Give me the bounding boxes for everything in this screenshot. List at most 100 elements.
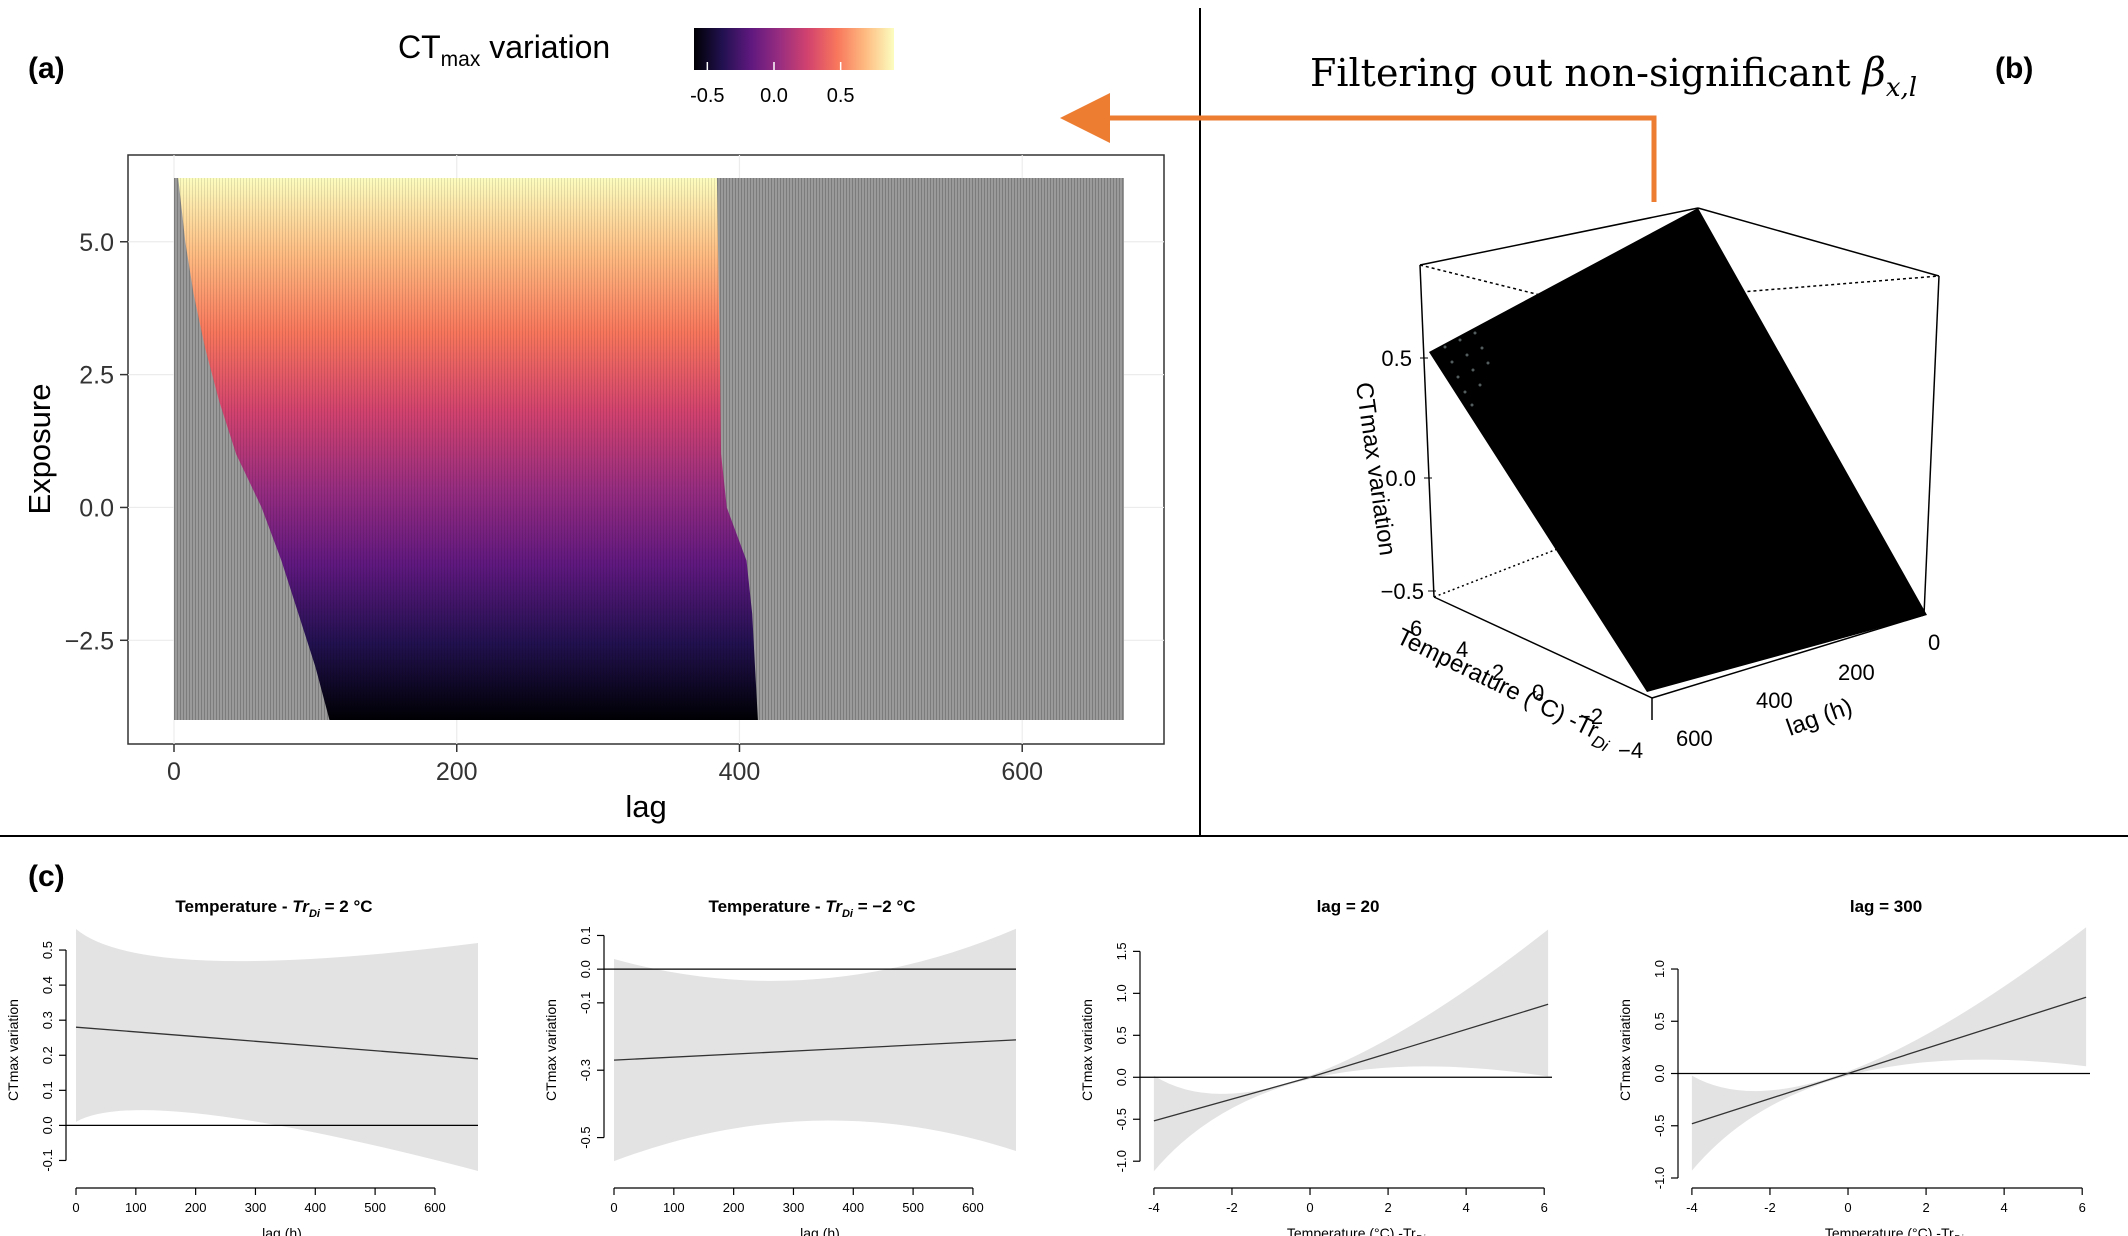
- panel-b-letter: (b): [1995, 52, 2033, 85]
- panel-c-letter: (c): [28, 860, 65, 893]
- y-tick-label: -1.0: [1114, 1150, 1129, 1172]
- y-tick-label: -0.3: [578, 1059, 593, 1081]
- y-tick-label: -0.1: [578, 992, 593, 1014]
- y-tick-label: 0.0: [1652, 1064, 1667, 1082]
- y-tick-label: 0.1: [40, 1081, 55, 1099]
- x-tick-label: 0: [1844, 1200, 1851, 1215]
- x-tick-label: 500: [364, 1200, 386, 1215]
- y-tick-label: 0.0: [1114, 1068, 1129, 1086]
- y-tick-label: 2.5: [79, 362, 114, 390]
- surface-dotted-edge: [1443, 331, 1490, 407]
- y-tick-label: 1.0: [1114, 984, 1129, 1002]
- x-tick-label: 300: [783, 1200, 805, 1215]
- estimate-line: [1691, 996, 2087, 1125]
- estimate-line: [1153, 1003, 1549, 1122]
- x-tick-label: -2: [1226, 1200, 1238, 1215]
- x-tick-label: 600: [424, 1200, 446, 1215]
- legend-title: CTmax variation: [398, 29, 610, 71]
- x-tick-label: 600: [1001, 758, 1043, 786]
- lag-tick-label: 400: [1756, 688, 1793, 713]
- panel-b-title: Filtering out non-significant βx,l: [1310, 50, 1917, 103]
- y-tick-label: 0.4: [40, 976, 55, 994]
- x-tick-label: 0: [610, 1200, 617, 1215]
- z-tick-label: −0.5: [1381, 579, 1424, 604]
- x-tick-label: 200: [185, 1200, 207, 1215]
- color-legend: CTmax variation -0.5 0.0 0.5: [398, 28, 894, 107]
- z-tick-label: 0.0: [1385, 466, 1416, 491]
- y-tick-label: 5.0: [79, 229, 114, 257]
- temperature-axis-3d: 6 4 2 0 −2 −4 Temperature (°C) -TrDi: [1390, 616, 1643, 763]
- x-tick-label: -4: [1686, 1200, 1698, 1215]
- y-tick-label: -0.5: [1652, 1115, 1667, 1137]
- x-tick-label: -2: [1764, 1200, 1776, 1215]
- y-tick-label: 0.5: [1652, 1012, 1667, 1030]
- estimate-line: [613, 1039, 1017, 1061]
- x-tick-label: 0: [72, 1200, 79, 1215]
- z-axis: 0.5 0.0 −0.5 CTmax variation: [1350, 346, 1436, 604]
- y-tick-label: 0.0: [79, 494, 114, 522]
- y-tick-label: 0.2: [40, 1046, 55, 1064]
- lag-tick-label: 600: [1676, 726, 1713, 751]
- legend-tick-label: -0.5: [690, 85, 724, 107]
- x-tick-label: 200: [436, 758, 478, 786]
- x-tick-label: 300: [245, 1200, 267, 1215]
- y-tick-label: 0.0: [40, 1116, 55, 1134]
- y-tick-label: 0.0: [578, 960, 593, 978]
- temp-tick-label: 4: [1456, 637, 1468, 662]
- x-axis-title: lag (h): [262, 1225, 302, 1236]
- filter-arrow: [1060, 93, 1657, 202]
- plot-title: Temperature - TrDi = −2 °C: [708, 897, 915, 920]
- x-tick-label: 400: [304, 1200, 326, 1215]
- panel-a-y-axis-title: Exposure: [22, 384, 57, 515]
- y-tick-label: -0.5: [1114, 1108, 1129, 1130]
- z-tick-label: 0.5: [1381, 346, 1412, 371]
- y-tick-label: -0.1: [40, 1149, 55, 1171]
- y-tick-label: 1.0: [1652, 960, 1667, 978]
- x-axis-title: lag (h): [800, 1225, 840, 1236]
- plot-title: lag = 20: [1317, 897, 1380, 916]
- x-tick-label: 4: [1463, 1200, 1470, 1215]
- legend-colorbar: [694, 28, 894, 70]
- x-tick-label: 2: [1922, 1200, 1929, 1215]
- y-tick-label: -1.0: [1652, 1167, 1667, 1189]
- y-tick-label: 0.5: [1114, 1026, 1129, 1044]
- x-tick-label: 100: [125, 1200, 147, 1215]
- x-tick-label: 0: [1306, 1200, 1313, 1215]
- plot-title: lag = 300: [1850, 897, 1922, 916]
- lag-tick-label: 200: [1838, 660, 1875, 685]
- x-tick-label: 400: [719, 758, 761, 786]
- panel-a-heatmap: (a) CTmax variation -0.5 0.0 0.5 0 200 400 60…: [22, 28, 1657, 824]
- estimate-line: [75, 1026, 479, 1060]
- y-axis-title: CTmax variation: [1079, 999, 1095, 1101]
- y-tick-label: −2.5: [65, 627, 114, 655]
- x-tick-label: 6: [1541, 1200, 1548, 1215]
- confidence-band: [76, 929, 478, 1171]
- x-tick-label: 2: [1384, 1200, 1391, 1215]
- panel-b-surface: (b) Filtering out non-significant βx,l: [1310, 50, 2033, 763]
- temp-axis-title: Temperature (°C) -TrDi: [1390, 623, 1618, 756]
- x-tick-label: 400: [842, 1200, 864, 1215]
- temp-tick-label: −2: [1578, 704, 1603, 729]
- y-tick-label: 0.3: [40, 1011, 55, 1029]
- x-tick-label: 0: [167, 758, 181, 786]
- panel-a-letter: (a): [28, 52, 65, 85]
- confidence-band: [1691, 927, 2087, 1171]
- lag-tick-label: 0: [1928, 630, 1940, 655]
- temp-tick-label: 6: [1410, 616, 1422, 641]
- temp-tick-label: 0: [1532, 680, 1544, 705]
- x-tick-label: -4: [1148, 1200, 1160, 1215]
- x-tick-label: 500: [902, 1200, 924, 1215]
- y-tick-label: 0.5: [40, 941, 55, 959]
- x-tick-label: 600: [962, 1200, 984, 1215]
- y-tick-label: -0.5: [578, 1126, 593, 1148]
- panel-c-line-plots: -0.10.00.10.20.30.40.50 100 200 300 400 500 60…: [5, 897, 2090, 1236]
- temp-tick-label: −4: [1618, 738, 1643, 763]
- line-plot-1: -0.1 0.0 0.1 0.2 0.3 0.4 0.5 0 100 200 300 400 500 60…: [5, 897, 479, 1236]
- x-axis-title: Temperature (°C) -TrDi: [1825, 1225, 1964, 1236]
- y-axis-title: CTmax variation: [1617, 999, 1633, 1101]
- line-plot-2: -0.5 -0.3 -0.1 0.0 0.1 0 100 200 300 400 500 600 Tem…: [543, 897, 1017, 1236]
- surface-3d: [1429, 208, 1927, 692]
- y-axis-title: CTmax variation: [5, 999, 21, 1101]
- x-tick-label: 200: [723, 1200, 745, 1215]
